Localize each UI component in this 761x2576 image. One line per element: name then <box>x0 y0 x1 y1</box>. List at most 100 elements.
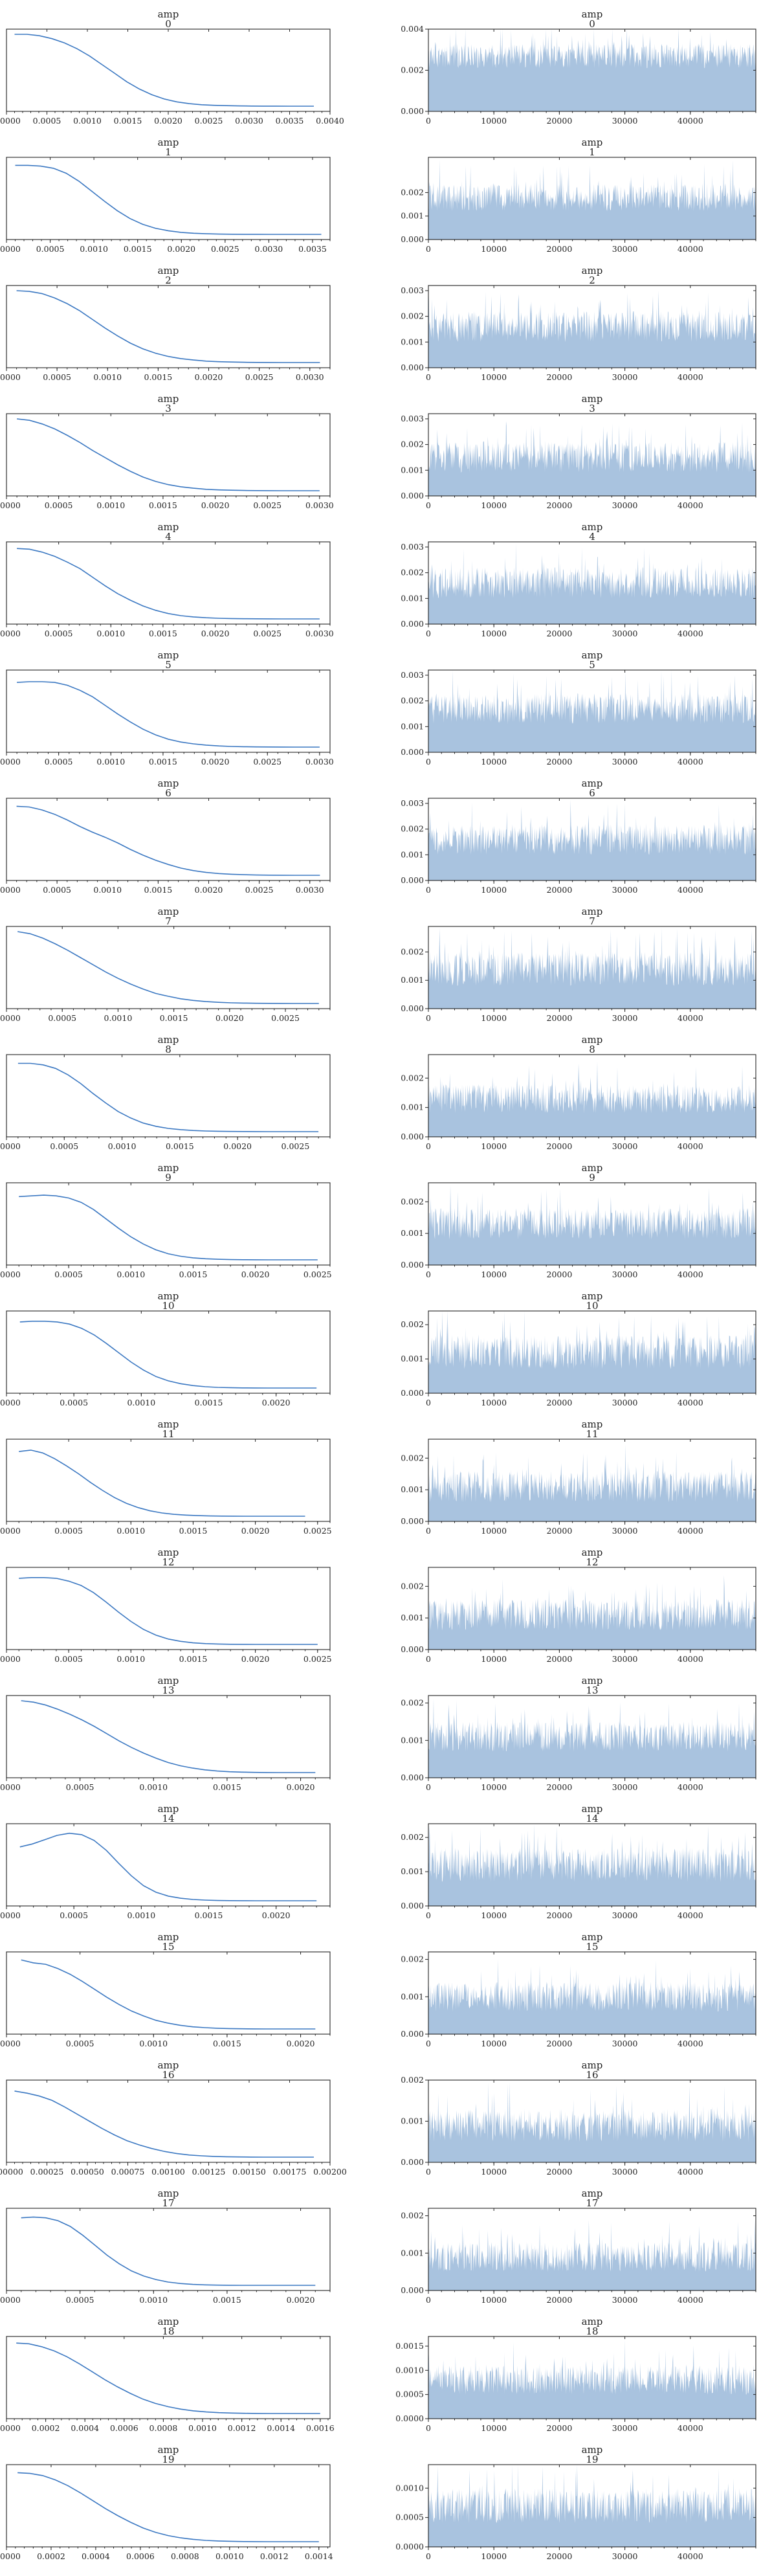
kde-xtick-label: 0.0025 <box>245 885 274 895</box>
kde-axes-frame <box>6 1567 331 1650</box>
kde-xtick-label: 0.0030 <box>296 885 324 895</box>
trace-xtick-label: 0 <box>426 500 431 510</box>
kde-xtick-label: 0.0035 <box>298 244 327 254</box>
trace-ytick-label: 0.001 <box>401 1103 424 1112</box>
kde-xtick-label: 0.0020 <box>154 116 182 126</box>
trace-area-16 <box>428 2082 756 2162</box>
kde-xtick-label: 0.0000 <box>0 372 21 382</box>
trace-title-0-index: 0 <box>589 18 595 30</box>
trace-xtick-label: 20000 <box>547 1013 573 1023</box>
subplot-row-8: amp80.00000.00050.00100.00150.00200.0025… <box>0 1034 756 1151</box>
trace-area-10 <box>428 1311 756 1393</box>
trace-title-14-index: 14 <box>586 1813 598 1824</box>
trace-ytick-label: 0.000 <box>401 1773 424 1782</box>
trace-xtick-label: 30000 <box>612 372 638 382</box>
kde-title-9-var-name: amp <box>158 1162 179 1174</box>
kde-xtick-label: 0.0010 <box>96 500 125 510</box>
trace-ytick-label: 0.002 <box>401 1453 424 1462</box>
trace-title-9-var-name: amp <box>582 1162 603 1174</box>
trace-xtick-label: 20000 <box>547 1782 573 1792</box>
kde-xtick-label: 0.0015 <box>124 244 152 254</box>
kde-title-14-index: 14 <box>162 1813 174 1824</box>
trace-ytick-label: 0.0005 <box>395 2390 424 2399</box>
trace-ytick-label: 0.0010 <box>395 2365 424 2375</box>
trace-ytick-label: 0.0010 <box>395 2483 424 2492</box>
kde-xtick-label: 0.0005 <box>33 116 61 126</box>
kde-xtick-label: 0.0000 <box>0 1526 21 1536</box>
trace-title-2-var-name: amp <box>582 265 603 276</box>
kde-xtick-label: 0.00200 <box>313 2167 347 2177</box>
kde-curve-19 <box>17 2472 319 2542</box>
trace-ytick-label: 0.001 <box>401 1613 424 1622</box>
kde-xtick-label: 0.0020 <box>215 1013 244 1023</box>
trace-xtick-label: 0 <box>426 1270 431 1279</box>
kde-curve-6 <box>16 805 320 876</box>
kde-xtick-label: 0.00150 <box>232 2167 266 2177</box>
kde-xtick-label: 0.00000 <box>0 2167 23 2177</box>
trace-xtick-label: 10000 <box>481 1398 507 1407</box>
trace-area-17 <box>428 2219 756 2290</box>
kde-xtick-label: 0.0000 <box>0 2039 21 2048</box>
kde-axes-frame <box>6 413 331 497</box>
subplot-row-11: amp110.00000.00050.00100.00150.00200.002… <box>0 1418 756 1536</box>
trace-ytick-label: 0.002 <box>401 946 424 956</box>
trace-ytick-label: 0.002 <box>401 1196 424 1206</box>
kde-title-7-var-name: amp <box>158 906 179 917</box>
trace-ytick-label: 0.001 <box>401 465 424 475</box>
kde-xtick-label: 0.0015 <box>195 1398 223 1407</box>
trace-xtick-label: 10000 <box>481 1910 507 1920</box>
trace-xtick-label: 30000 <box>612 2551 638 2561</box>
subplot-row-0: amp00.00000.00050.00100.00150.00200.0025… <box>0 8 756 126</box>
kde-xtick-label: 0.0000 <box>0 629 21 638</box>
trace-ytick-label: 0.000 <box>401 1644 424 1654</box>
kde-title-4-var-name: amp <box>158 521 179 533</box>
trace-xtick-label: 20000 <box>547 757 573 767</box>
kde-xtick-label: 0.0004 <box>71 2423 99 2433</box>
subplot-row-15: amp150.00000.00050.00100.00150.0020amp15… <box>0 1931 756 2048</box>
kde-xtick-label: 0.0015 <box>166 1141 194 1151</box>
kde-xtick-label: 0.0020 <box>167 244 195 254</box>
trace-ytick-label: 0.002 <box>401 568 424 577</box>
trace-title-18-index: 18 <box>586 2325 598 2337</box>
kde-xtick-label: 0.0020 <box>241 1270 270 1279</box>
trace-axes-frame <box>428 2464 756 2548</box>
kde-xtick-label: 0.0030 <box>305 757 334 767</box>
kde-xtick-label: 0.0025 <box>303 1526 332 1536</box>
kde-xtick-label: 0.0000 <box>0 1013 21 1023</box>
trace-xtick-label: 0 <box>426 1526 431 1536</box>
trace-ytick-label: 0.002 <box>401 696 424 706</box>
trace-xtick-label: 0 <box>426 2039 431 2048</box>
kde-xtick-label: 0.0020 <box>195 885 223 895</box>
kde-xtick-label: 0.0030 <box>255 244 283 254</box>
trace-xtick-label: 40000 <box>678 116 703 126</box>
trace-title-6-index: 6 <box>589 787 595 799</box>
kde-title-12-index: 12 <box>162 1556 174 1568</box>
kde-xtick-label: 0.0020 <box>262 1398 291 1407</box>
trace-xtick-label: 30000 <box>612 629 638 638</box>
kde-xtick-label: 0.00100 <box>151 2167 185 2177</box>
trace-title-19-index: 19 <box>586 2454 598 2465</box>
kde-xtick-label: 0.0010 <box>139 1782 168 1792</box>
kde-curve-14 <box>19 1832 317 1901</box>
trace-axes-frame <box>428 1695 756 1778</box>
kde-xtick-label: 0.0015 <box>179 1654 208 1664</box>
trace-xtick-label: 20000 <box>547 2167 573 2177</box>
kde-axes-frame <box>6 669 331 753</box>
trace-xtick-label: 10000 <box>481 1141 507 1151</box>
trace-title-5-index: 5 <box>589 659 595 671</box>
trace-xtick-label: 20000 <box>547 885 573 895</box>
kde-xtick-label: 0.0015 <box>213 2295 241 2305</box>
kde-xtick-label: 0.0010 <box>127 1910 155 1920</box>
trace-xtick-label: 0 <box>426 757 431 767</box>
